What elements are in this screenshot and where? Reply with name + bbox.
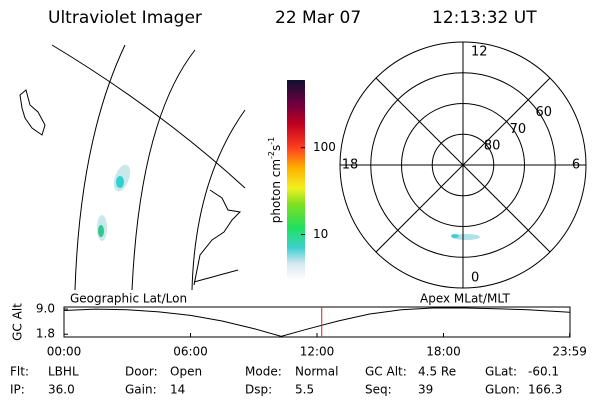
strip-frame: [63, 306, 571, 338]
unit-part: s: [269, 145, 283, 151]
unit-sup: -2: [267, 151, 276, 159]
strip-right-label: Apex MLat/MLT: [420, 292, 510, 306]
info-label: GLat:: [485, 365, 517, 379]
info-label: GLon:: [485, 383, 520, 397]
info-label: Dsp:: [245, 383, 272, 397]
y-tick-label: 1.8: [36, 327, 55, 341]
colorbar: [287, 80, 305, 280]
x-tick-label: 00:00: [47, 345, 82, 359]
mlt-label: 6: [572, 158, 580, 173]
info-value: Normal: [295, 365, 338, 379]
info-value: 166.3: [528, 383, 562, 397]
mlt-label: 12: [471, 45, 488, 60]
date: 22 Mar 07: [275, 8, 361, 28]
strip-left-label: Geographic Lat/Lon: [70, 292, 187, 306]
aurora: [451, 234, 459, 238]
polar-ring-label: 60: [535, 105, 552, 120]
info-value: 4.5 Re: [418, 365, 456, 379]
info-value: LBHL: [48, 365, 79, 379]
info-value: 36.0: [48, 383, 75, 397]
info-value: 14: [170, 383, 185, 397]
polar-ring-label: 70: [510, 122, 527, 137]
unit-sup: -1: [267, 137, 276, 145]
info-value: 39: [418, 383, 433, 397]
title: Ultraviolet Imager: [48, 8, 202, 28]
x-tick-label: 23:59: [552, 345, 587, 359]
strip-ylabel: GC Alt: [11, 303, 25, 341]
x-tick-label: 18:00: [426, 345, 461, 359]
x-tick-label: 06:00: [173, 345, 208, 359]
colorbar-tick-label: 10: [313, 227, 328, 241]
mlt-label: 18: [342, 158, 359, 173]
info-value: -60.1: [528, 365, 559, 379]
colorbar-tick-label: 100: [313, 140, 336, 154]
info-label: Seq:: [365, 383, 392, 397]
x-tick-label: 12:00: [300, 345, 335, 359]
y-tick-label: 9.0: [36, 302, 55, 316]
aurora: [452, 234, 480, 240]
info-value: 5.5: [295, 383, 314, 397]
altitude-line: [63, 307, 570, 337]
info-label: Door:: [125, 365, 158, 379]
info-label: Gain:: [125, 383, 157, 397]
info-label: GC Alt:: [365, 365, 407, 379]
mlt-label: 0: [471, 271, 479, 286]
time: 12:13:32 UT: [432, 8, 537, 28]
info-value: Open: [170, 365, 202, 379]
info-label: Mode:: [245, 365, 282, 379]
info-label: Flt:: [10, 365, 29, 379]
unit-part: photon cm: [269, 159, 283, 223]
map: [19, 44, 246, 291]
polar-ring-label: 80: [484, 139, 501, 154]
colorbar-label: photon cm-2s-1: [267, 137, 283, 224]
info-label: IP:: [10, 383, 25, 397]
